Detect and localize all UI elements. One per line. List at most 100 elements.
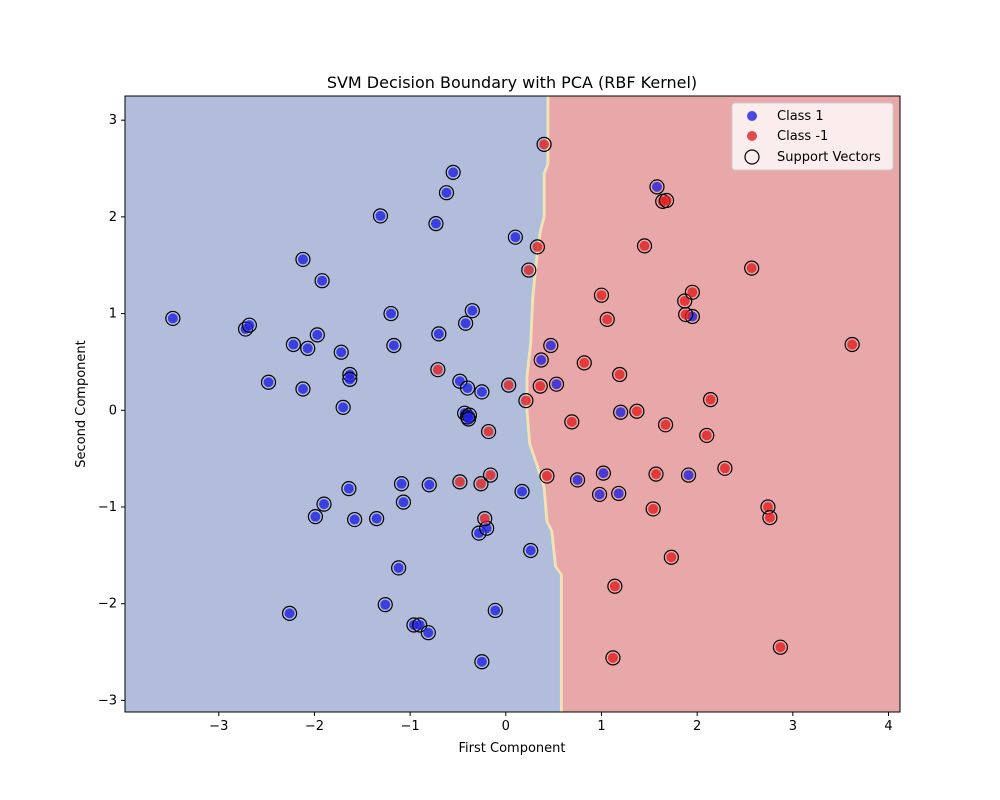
point-marker — [594, 489, 605, 500]
class-neg1-point — [430, 362, 446, 378]
point-marker — [460, 318, 471, 329]
support-vector-ring — [438, 185, 455, 201]
class1-point — [260, 374, 277, 390]
point-marker — [517, 486, 528, 497]
point-marker — [317, 275, 328, 286]
support-vector-ring — [605, 650, 621, 666]
y-tick-label: −3 — [98, 693, 117, 708]
support-vector-ring — [314, 273, 330, 289]
point-marker — [398, 497, 409, 508]
point-marker — [631, 406, 642, 417]
class-neg1-point — [480, 423, 497, 440]
support-vector-ring — [474, 654, 490, 670]
support-vector-ring — [241, 317, 257, 333]
point-marker — [432, 364, 443, 375]
point-marker — [349, 514, 360, 525]
support-vector-ring — [548, 376, 565, 392]
support-vector-ring — [369, 510, 385, 527]
point-marker — [510, 232, 521, 243]
point-marker — [764, 512, 775, 523]
point-marker — [639, 240, 650, 251]
point-marker — [462, 383, 473, 394]
point-marker — [661, 195, 672, 206]
point-marker — [433, 328, 444, 339]
class1-point — [680, 467, 697, 483]
legend-marker-class1 — [747, 111, 757, 121]
point-marker — [284, 608, 295, 619]
point-marker — [503, 380, 514, 391]
point-marker — [680, 309, 691, 320]
x-tick-label: 4 — [884, 719, 892, 734]
class-neg1-point — [612, 366, 628, 383]
legend-label-class-neg1: Class -1 — [777, 129, 828, 144]
support-vector-ring — [648, 466, 664, 482]
support-vector-ring — [636, 238, 653, 254]
point-marker — [679, 296, 690, 307]
point-marker — [648, 503, 659, 514]
point-marker — [479, 513, 490, 524]
class1-point — [309, 327, 325, 343]
support-vector-ring — [514, 483, 530, 500]
point-marker — [596, 290, 607, 301]
point-marker — [448, 167, 459, 178]
point-marker — [520, 395, 531, 406]
point-marker — [775, 642, 786, 653]
support-vector-ring — [295, 251, 311, 268]
class1-point — [507, 229, 523, 245]
point-marker — [388, 340, 399, 351]
class1-point — [649, 179, 665, 195]
support-vector-ring — [501, 377, 517, 393]
class-neg1-point — [452, 474, 468, 490]
support-vector-ring — [295, 381, 311, 397]
class1-point — [372, 208, 389, 224]
class1-point — [383, 305, 399, 322]
class1-point — [569, 472, 586, 488]
class1-point — [474, 654, 490, 670]
point-marker — [746, 263, 757, 274]
class1-point — [428, 216, 444, 232]
support-vector-ring — [518, 393, 534, 409]
support-vector-ring — [717, 460, 733, 476]
point-marker — [302, 343, 313, 354]
class-neg1-point — [521, 262, 537, 278]
class1-point — [595, 465, 611, 481]
support-vector-ring — [613, 404, 629, 420]
point-marker — [375, 210, 386, 221]
point-marker — [579, 357, 590, 368]
point-marker — [385, 308, 396, 319]
support-vector-ring — [377, 597, 393, 613]
class1-point — [487, 602, 503, 619]
point-marker — [393, 562, 404, 573]
class-neg1-point — [576, 355, 592, 371]
support-vector-ring — [372, 208, 389, 224]
class1-point — [341, 481, 357, 497]
support-vector-ring — [532, 378, 548, 394]
point-marker — [343, 483, 354, 494]
support-vector-ring — [460, 411, 477, 427]
class-neg1-point — [636, 238, 653, 254]
x-axis-label: First Component — [459, 741, 566, 756]
x-tick-label: −1 — [401, 719, 420, 734]
support-vector-ring — [678, 306, 694, 323]
support-vector-ring — [431, 326, 447, 342]
class1-point — [241, 317, 257, 333]
support-vector-ring — [307, 509, 324, 525]
class-neg1-point — [501, 377, 517, 393]
class1-point — [479, 520, 495, 536]
support-vector-ring — [629, 403, 645, 419]
support-vector-ring — [420, 625, 436, 641]
class1-point — [543, 337, 559, 354]
support-vector-ring — [430, 362, 446, 378]
chart-title: SVM Decision Boundary with PCA (RBF Kern… — [327, 73, 697, 92]
support-vector-ring — [487, 602, 503, 619]
point-marker — [263, 377, 274, 388]
class1-point — [314, 273, 330, 289]
x-tick-label: −2 — [305, 719, 324, 734]
class1-point — [464, 303, 480, 319]
support-vector-ring — [459, 409, 476, 425]
legend-marker-class-neg1 — [747, 131, 757, 141]
class-neg1-point — [518, 393, 534, 409]
support-vector-ring — [347, 511, 363, 528]
support-vector-ring — [335, 399, 351, 415]
